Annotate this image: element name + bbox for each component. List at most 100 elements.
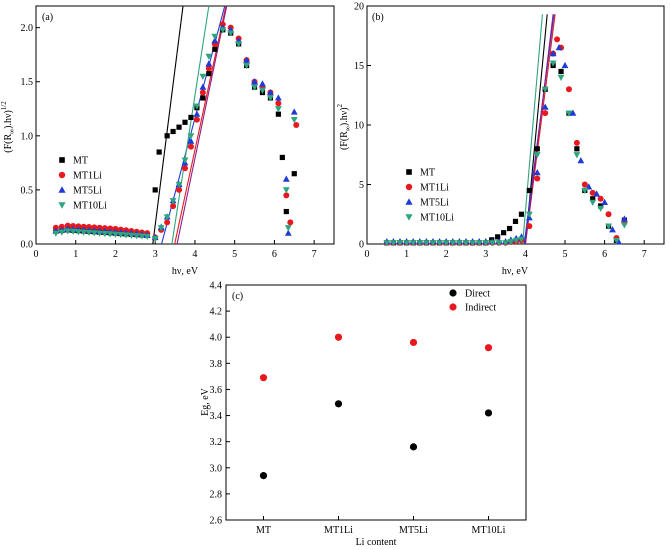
data-point-mt10li xyxy=(396,240,404,247)
x-tick-label: MT10Li xyxy=(472,525,506,536)
data-point-mt1li xyxy=(597,195,604,202)
data-point-indirect xyxy=(484,344,493,352)
data-point-mt5li xyxy=(284,229,292,236)
data-point-mt10li xyxy=(259,87,266,94)
x-tick-label: 1 xyxy=(404,249,409,260)
data-point-mt xyxy=(188,114,194,121)
data-point-mt10li xyxy=(449,240,457,247)
legend-marker-mt1li xyxy=(58,171,66,179)
data-point-mt10li xyxy=(243,62,250,70)
data-point-indirect xyxy=(334,333,343,341)
data-point-mt10li xyxy=(90,230,98,237)
panel-b-xlabel: hν, eV xyxy=(502,266,529,277)
panel-c-xlabel: Li content xyxy=(356,537,397,548)
data-point-mt10li xyxy=(482,240,490,247)
data-point-mt xyxy=(156,149,162,155)
legend-label-direct: Direct xyxy=(465,289,490,300)
data-point-mt10li xyxy=(127,232,135,239)
x-tick-label: 7 xyxy=(642,249,647,260)
data-point-mt10li xyxy=(181,157,189,164)
legend-marker-mt1li xyxy=(405,183,413,191)
data-point-direct xyxy=(409,443,418,451)
data-point-mt10li xyxy=(495,240,503,247)
panel-b-ylabel-sub: ∞ xyxy=(344,126,352,131)
data-point-mt10li xyxy=(122,232,130,239)
panel-c: (c) 2.6 2.8 3.0 3.2 3.4 3.6 3.8 4.0 4.2 4.4 MT MT1L… xyxy=(200,281,527,548)
data-point-mt xyxy=(200,95,206,101)
data-point-mt5li xyxy=(555,44,563,51)
data-point-mt xyxy=(176,124,182,130)
legend-marker-mt xyxy=(406,169,412,175)
panel-b-frame xyxy=(366,5,665,245)
data-point-mt5li xyxy=(199,83,207,90)
data-point-mt5li xyxy=(290,108,298,115)
y-tick-label: 10 xyxy=(354,121,364,132)
y-tick-label: 3.8 xyxy=(210,359,223,370)
data-point-mt xyxy=(279,154,285,161)
legend-marker-mt10li xyxy=(405,214,413,221)
data-point-mt10li xyxy=(290,116,298,124)
data-point-mt10li xyxy=(613,237,620,245)
legend-label-mt10li: MT10Li xyxy=(420,213,454,224)
data-point-mt10li xyxy=(605,223,612,230)
fit-line xyxy=(522,14,543,244)
x-tick-label: MT1Li xyxy=(324,525,353,536)
x-tick-label: 6 xyxy=(272,249,277,260)
data-point-mt10li xyxy=(469,240,476,247)
x-tick-label: 5 xyxy=(232,249,237,260)
fit-line xyxy=(176,6,228,244)
data-point-mt10li xyxy=(549,60,557,67)
data-point-mt10li xyxy=(284,225,292,232)
data-point-mt5li xyxy=(601,198,608,205)
legend-label-mt: MT xyxy=(73,156,88,167)
data-point-mt1li xyxy=(176,186,183,193)
data-point-mt10li xyxy=(96,230,103,237)
data-point-mt5li xyxy=(593,190,601,197)
data-point-mt5li xyxy=(609,226,616,233)
x-tick-label: 2 xyxy=(444,249,449,260)
data-point-mt10li xyxy=(525,211,533,218)
panel-a-ylabel-sup: 1/2 xyxy=(0,101,8,110)
data-point-mt10li xyxy=(489,240,496,247)
y-tick-label: 2.8 xyxy=(210,489,223,500)
data-point-mt10li xyxy=(151,235,159,243)
data-point-mt xyxy=(558,68,564,75)
data-point-mt5li xyxy=(533,169,541,176)
y-tick-label: 3.4 xyxy=(210,411,223,422)
data-point-mt10li xyxy=(106,231,114,238)
panel-b-ylabel: (F(R∞).hν)2 xyxy=(336,103,352,150)
data-point-mt10li xyxy=(187,133,195,140)
data-point-mt xyxy=(283,208,289,215)
data-point-mt10li xyxy=(429,240,437,247)
data-point-mt xyxy=(275,111,281,117)
data-point-mt1li xyxy=(554,36,561,43)
data-point-mt xyxy=(164,133,170,139)
x-tick-label: 2 xyxy=(113,249,118,260)
data-point-mt1li xyxy=(164,219,171,226)
x-tick-label: MT5Li xyxy=(399,525,428,536)
data-point-mt xyxy=(206,71,212,77)
panel-a-ylabel-sub: ∞ xyxy=(8,129,16,134)
data-point-mt10li xyxy=(211,33,219,40)
data-point-mt5li xyxy=(282,175,290,182)
data-point-mt10li xyxy=(138,233,146,240)
data-point-mt10li xyxy=(219,27,227,34)
y-tick-label: 0 xyxy=(359,240,364,251)
data-point-mt xyxy=(512,218,519,224)
data-point-mt10li xyxy=(403,240,410,247)
legend-marker-direct xyxy=(449,289,457,297)
data-point-mt1li xyxy=(589,189,596,196)
data-point-mt10li xyxy=(235,41,243,48)
data-point-mt10li xyxy=(267,95,274,102)
y-tick-label: 2.0 xyxy=(21,23,34,34)
panel-b-ylabel-mid: ).hν) xyxy=(339,107,350,126)
x-tick-label: 1 xyxy=(73,249,78,260)
legend-marker-mt5li xyxy=(405,198,413,205)
y-tick-label: 20 xyxy=(354,2,364,13)
y-tick-label: 4.0 xyxy=(210,333,223,344)
data-point-mt xyxy=(501,230,507,236)
data-point-mt5li xyxy=(569,109,577,116)
data-point-direct xyxy=(484,409,493,417)
data-point-mt10li xyxy=(589,199,597,206)
